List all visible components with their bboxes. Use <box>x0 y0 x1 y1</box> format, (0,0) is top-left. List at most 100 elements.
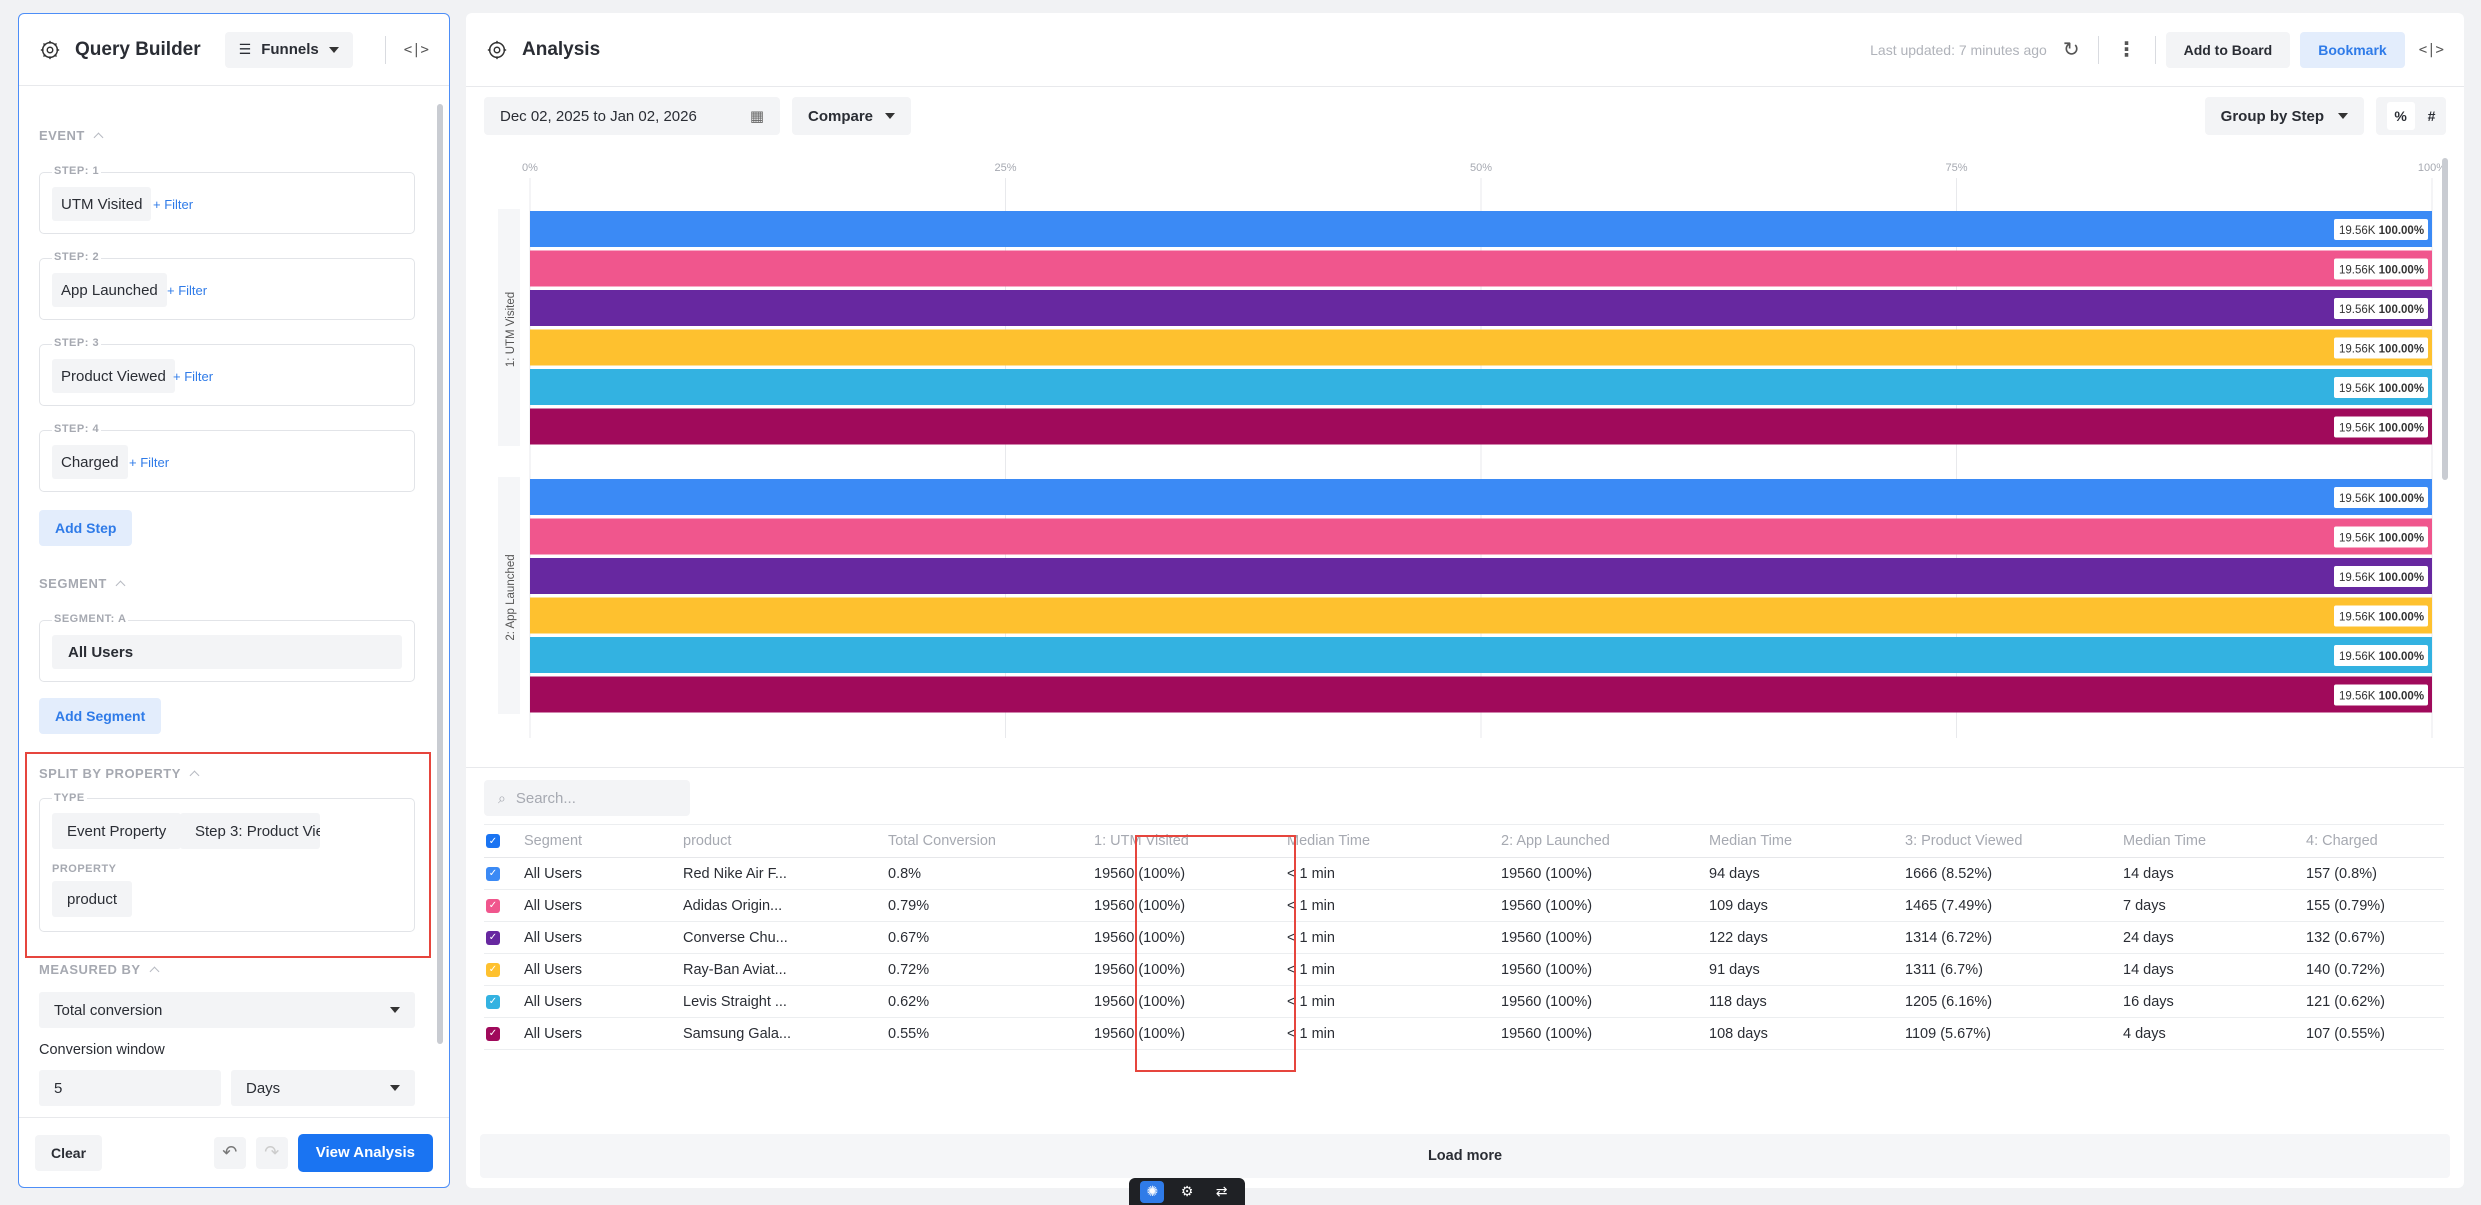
segment-section-label[interactable]: SEGMENT <box>39 576 126 591</box>
date-range-picker[interactable]: Dec 02, 2025 to Jan 02, 2026 ▦ <box>484 97 780 135</box>
collapse-panel-icon[interactable]: <|> <box>403 41 429 58</box>
row-checkbox-cell: ✓ <box>484 921 524 954</box>
add-filter-link[interactable]: + Filter <box>129 455 170 470</box>
query-builder-body: EVENT STEP: 1 UTM Visited + Filter STEP:… <box>19 86 431 1117</box>
chart-scrollbar[interactable] <box>2442 158 2448 480</box>
column-header[interactable]: Median Time <box>1709 824 1905 858</box>
caret-down-icon <box>328 46 339 53</box>
table-row[interactable]: ✓ All Users Levis Straight ... 0.62% 19560 (… <box>484 985 2444 1018</box>
dock-switch-icon[interactable]: ⇄ <box>1215 1183 1228 1199</box>
caret-down-icon <box>885 113 896 119</box>
event-section-label[interactable]: EVENT <box>39 128 104 143</box>
table-cell: < 1 min <box>1287 921 1501 954</box>
split-section-label[interactable]: SPLIT BY PROPERTY <box>39 766 200 781</box>
more-options-icon[interactable]: ⋮ <box>2116 39 2137 61</box>
step-event-chip[interactable]: Product Viewed <box>52 359 175 393</box>
step-label: STEP: 2 <box>52 251 102 263</box>
column-header[interactable]: 2: App Launched <box>1501 824 1709 858</box>
measured-by-select[interactable]: Total conversion <box>39 992 415 1028</box>
table-cell: Ray-Ban Aviat... <box>683 953 888 986</box>
funnel-bar <box>530 369 2432 405</box>
table-search-input[interactable]: ⌕ Search... <box>484 780 690 816</box>
row-checkbox[interactable]: ✓ <box>486 930 500 945</box>
bar-value-label-bg <box>2334 416 2428 438</box>
table-cell: All Users <box>524 921 683 954</box>
group-by-dropdown[interactable]: Group by Step <box>2204 97 2364 135</box>
add-filter-link[interactable]: + Filter <box>153 197 194 212</box>
row-checkbox[interactable]: ✓ <box>486 962 500 977</box>
clear-button[interactable]: Clear <box>35 1134 103 1171</box>
conversion-window-unit-select[interactable]: Days <box>231 1070 415 1106</box>
measured-section-label[interactable]: MEASURED BY <box>39 962 160 977</box>
column-header[interactable]: Segment <box>524 824 683 858</box>
funnel-bar <box>530 250 2432 287</box>
chevron-up-icon <box>189 770 200 781</box>
table-cell: 1205 (6.16%) <box>1905 985 2123 1018</box>
table-row[interactable]: ✓ All Users Converse Chu... 0.67% 19560 (100… <box>484 921 2444 954</box>
column-header[interactable]: Median Time <box>2123 824 2306 858</box>
expand-panel-icon[interactable]: <|> <box>2418 41 2444 58</box>
column-header[interactable]: product <box>683 824 888 858</box>
query-builder-panel: Query Builder ☰ Funnels <|> EVENT STEP: … <box>18 13 450 1188</box>
step-event-chip[interactable]: UTM Visited <box>52 187 152 221</box>
split-step-select[interactable]: Step 3: Product View <box>180 813 320 849</box>
bar-value-label: 19.56K 100.00% <box>2339 344 2424 356</box>
dock-settings-icon[interactable]: ⚙ <box>1180 1183 1194 1199</box>
conversion-window-label: Conversion window <box>39 1042 165 1058</box>
compare-dropdown[interactable]: Compare <box>792 97 912 135</box>
table-cell: 1666 (8.52%) <box>1905 857 2123 890</box>
add-step-button[interactable]: Add Step <box>39 510 133 546</box>
undo-icon[interactable]: ↶ <box>213 1136 246 1169</box>
percent-toggle[interactable]: % <box>2386 102 2415 130</box>
add-to-board-button[interactable]: Add to Board <box>2165 31 2291 68</box>
x-tick-label: 25% <box>994 162 1016 174</box>
funnels-dropdown[interactable]: ☰ Funnels <box>224 31 353 68</box>
table-cell: < 1 min <box>1287 889 1501 922</box>
row-checkbox[interactable]: ✓ <box>486 866 500 881</box>
bar-value-label-bg <box>2334 487 2428 508</box>
segment-a-box: SEGMENT: A All Users <box>39 613 415 682</box>
redo-icon[interactable]: ↷ <box>255 1136 288 1169</box>
split-type-select[interactable]: Event Property <box>52 813 182 849</box>
table-cell: Converse Chu... <box>683 921 888 954</box>
add-segment-button[interactable]: Add Segment <box>39 698 162 734</box>
column-header[interactable]: Total Conversion <box>888 824 1094 858</box>
table-row[interactable]: ✓ All Users Ray-Ban Aviat... 0.72% 19560 (10… <box>484 953 2444 986</box>
table-row[interactable]: ✓ All Users Adidas Origin... 0.79% 19560 (10… <box>484 889 2444 922</box>
add-filter-link[interactable]: + Filter <box>173 369 214 384</box>
column-header[interactable]: Median Time <box>1287 824 1501 858</box>
view-analysis-button[interactable]: View Analysis <box>297 1133 433 1172</box>
select-all-checkbox-cell: ✓ <box>484 824 524 858</box>
row-checkbox[interactable]: ✓ <box>486 1026 500 1041</box>
table-cell: < 1 min <box>1287 985 1501 1018</box>
row-checkbox[interactable]: ✓ <box>486 994 500 1009</box>
analysis-header: Analysis Last updated: 7 minutes ago ↻ ⋮… <box>466 13 2464 87</box>
bar-value-label: 19.56K 100.00% <box>2339 304 2424 316</box>
split-property-select[interactable]: product <box>52 881 133 917</box>
scrollbar[interactable] <box>437 104 443 1044</box>
table-cell: 24 days <box>2123 921 2306 954</box>
dock-builder-icon[interactable]: ✺ <box>1140 1180 1165 1203</box>
conversion-window-input[interactable]: 5 <box>39 1070 221 1106</box>
column-header[interactable]: 1: UTM Visited <box>1094 824 1287 858</box>
last-updated-text: Last updated: 7 minutes ago <box>1870 41 2047 58</box>
bar-value-label-bg <box>2334 605 2428 627</box>
table-row[interactable]: ✓ All Users Samsung Gala... 0.55% 19560 (100… <box>484 1017 2444 1050</box>
column-header[interactable]: 4: Charged <box>2306 824 2444 858</box>
table-cell: 108 days <box>1709 1017 1905 1050</box>
segment-value[interactable]: All Users <box>52 635 402 669</box>
step-event-chip[interactable]: App Launched <box>52 273 167 307</box>
bookmark-button[interactable]: Bookmark <box>2300 31 2405 68</box>
table-cell: 1314 (6.72%) <box>1905 921 2123 954</box>
analysis-panel: Analysis Last updated: 7 minutes ago ↻ ⋮… <box>466 13 2464 1188</box>
load-more-button[interactable]: Load more <box>480 1134 2450 1178</box>
step-event-chip[interactable]: Charged <box>52 445 128 479</box>
column-header[interactable]: 3: Product Viewed <box>1905 824 2123 858</box>
add-filter-link[interactable]: + Filter <box>167 283 208 298</box>
refresh-icon[interactable]: ↻ <box>2062 39 2080 61</box>
count-toggle[interactable]: # <box>2427 108 2436 124</box>
select-all-checkbox[interactable]: ✓ <box>486 834 500 849</box>
row-checkbox[interactable]: ✓ <box>486 898 500 913</box>
bottom-dock: ✺ ⚙ ⇄ <box>1129 1178 1245 1205</box>
table-row[interactable]: ✓ All Users Red Nike Air F... 0.8% 19560 (10… <box>484 857 2444 890</box>
